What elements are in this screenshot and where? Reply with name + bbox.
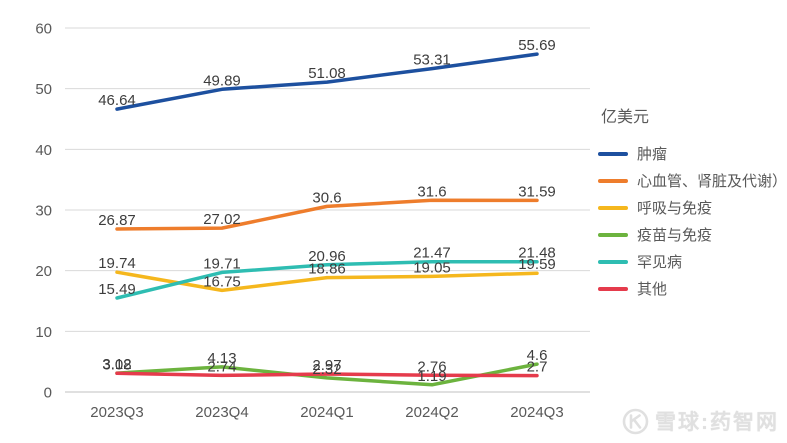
x-tick-label: 2023Q4 — [195, 404, 248, 421]
data-label-3-0: 3.12 — [102, 356, 131, 373]
data-label-1-1: 27.02 — [203, 211, 241, 228]
data-label-0-3: 53.31 — [413, 52, 451, 69]
data-label-5-3: 2.76 — [417, 358, 446, 375]
x-tick-label: 2024Q1 — [300, 404, 353, 421]
legend-item-1: 心血管、肾脏及代谢） — [598, 167, 787, 194]
legend-label-1: 心血管、肾脏及代谢） — [637, 173, 787, 190]
data-label-3-2: 2.32 — [312, 361, 341, 378]
legend-label-4: 罕见病 — [637, 254, 683, 271]
series-line-4 — [115, 259, 539, 300]
data-label-5-2: 2.97 — [312, 357, 341, 374]
data-label-3-3: 1.19 — [417, 368, 446, 385]
y-tick-label: 30 — [35, 203, 52, 220]
y-tick-label: 0 — [44, 385, 52, 402]
x-tick-label: 2023Q3 — [90, 404, 143, 421]
series-line-2 — [115, 270, 539, 293]
legend-swatch-0 — [598, 151, 628, 156]
legend-label-0: 肿瘤 — [637, 146, 668, 163]
data-label-2-3: 19.05 — [413, 259, 451, 276]
legend-item-3: 疫苗与免疫 — [598, 221, 787, 248]
data-label-4-4: 21.48 — [518, 245, 556, 262]
watermark-text: 雪球:药智网 — [655, 411, 779, 434]
data-label-2-4: 19.59 — [518, 256, 556, 273]
legend-swatch-5 — [598, 286, 628, 291]
y-tick-label: 60 — [35, 21, 52, 38]
data-label-0-0: 46.64 — [98, 92, 136, 109]
legend-item-0: 肿瘤 — [598, 140, 787, 167]
data-label-4-3: 21.47 — [413, 245, 451, 262]
data-label-4-2: 20.96 — [308, 248, 346, 265]
xueqiu-logo-icon — [622, 408, 649, 434]
series-line-3 — [115, 362, 539, 387]
watermark: 雪球:药智网 — [622, 406, 779, 436]
series-line-5 — [115, 371, 539, 378]
data-label-3-4: 4.6 — [527, 347, 548, 364]
legend-swatch-4 — [598, 259, 628, 264]
x-tick-label: 2024Q3 — [510, 404, 563, 421]
data-label-2-1: 16.75 — [203, 273, 241, 290]
series-line-1 — [115, 198, 539, 231]
chart-legend: 肿瘤心血管、肾脏及代谢） 呼吸与免疫疫苗与免疫罕见病其他 — [598, 140, 787, 302]
legend-swatch-1 — [598, 178, 628, 183]
legend-swatch-2 — [598, 205, 628, 210]
y-tick-label: 50 — [35, 81, 52, 98]
y-tick-label: 10 — [35, 324, 52, 341]
legend-item-5: 其他 — [598, 275, 787, 302]
data-label-1-3: 31.6 — [417, 183, 446, 200]
data-label-0-4: 55.69 — [518, 37, 556, 54]
data-label-5-4: 2.7 — [527, 359, 548, 376]
legend-label-3: 疫苗与免疫 — [637, 227, 713, 244]
data-label-5-1: 2.74 — [207, 358, 236, 375]
unit-label: 亿美元 — [601, 109, 650, 126]
data-label-4-1: 19.71 — [203, 255, 241, 272]
data-label-4-0: 15.49 — [98, 281, 136, 298]
data-label-5-0: 3.08 — [102, 356, 131, 373]
data-label-1-4: 31.59 — [518, 183, 556, 200]
data-label-0-2: 51.08 — [308, 65, 346, 82]
data-label-1-2: 30.6 — [312, 189, 341, 206]
data-label-1-0: 26.87 — [98, 212, 136, 229]
legend-item-2: 呼吸与免疫 — [598, 194, 787, 221]
y-tick-label: 40 — [35, 142, 52, 159]
data-label-0-1: 49.89 — [203, 72, 241, 89]
data-label-2-0: 19.74 — [98, 255, 136, 272]
y-tick-label: 20 — [35, 263, 52, 280]
legend-label-5: 其他 — [637, 281, 668, 298]
legend-label-2: 呼吸与免疫 — [637, 200, 713, 217]
data-label-2-2: 18.86 — [308, 261, 346, 278]
series-line-0 — [115, 52, 539, 111]
legend-item-4: 罕见病 — [598, 248, 787, 275]
data-label-3-1: 4.13 — [207, 350, 236, 367]
x-tick-label: 2024Q2 — [405, 404, 458, 421]
legend-swatch-3 — [598, 232, 628, 237]
